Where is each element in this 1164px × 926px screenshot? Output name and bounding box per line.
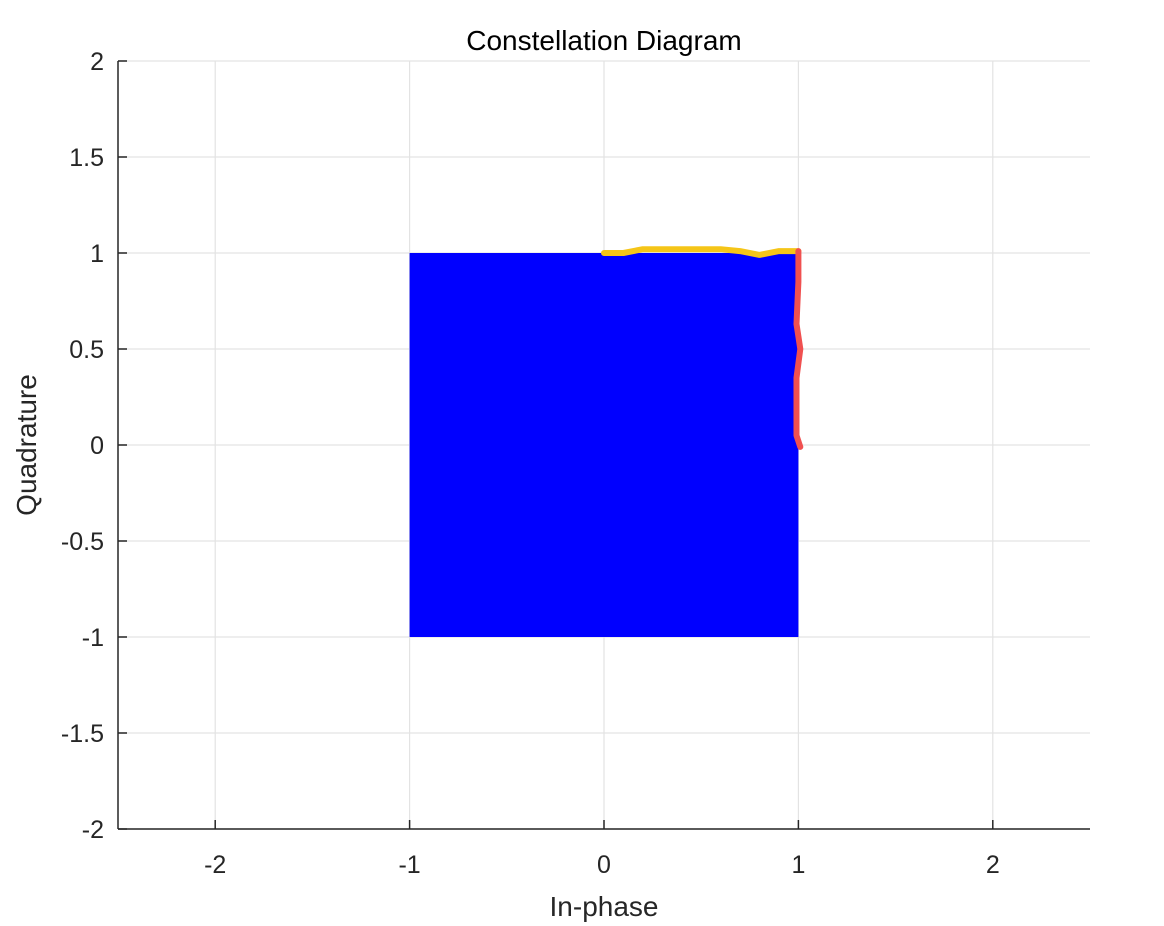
y-tick-label: 1.5 xyxy=(69,144,104,172)
y-tick-label: 0 xyxy=(90,432,104,460)
y-tick-label: 1 xyxy=(90,240,104,268)
chart-title: Constellation Diagram xyxy=(466,25,741,56)
x-tick-label: 1 xyxy=(791,851,805,879)
y-tick-label: -2 xyxy=(82,816,104,844)
x-tick-label: -1 xyxy=(398,851,420,879)
plot-area xyxy=(409,246,804,637)
x-tick-label: 2 xyxy=(986,851,1000,879)
y-axis-label: Quadrature xyxy=(11,374,42,516)
y-tick-label: 2 xyxy=(90,48,104,76)
axes xyxy=(117,60,1090,830)
tick-labels: -2 -1 0 1 2 2 1.5 1 0.5 0 -0.5 -1 -1.5 -2 xyxy=(61,48,1000,879)
highlight-stroke-2 xyxy=(793,248,804,450)
highlight-stroke-1 xyxy=(601,246,802,258)
y-tick-label: -1 xyxy=(82,624,104,652)
y-tick-label: -0.5 xyxy=(61,528,104,556)
x-tick-label: -2 xyxy=(204,851,226,879)
y-tick-label: 0.5 xyxy=(69,336,104,364)
y-tick-label: -1.5 xyxy=(61,720,104,748)
x-tick-label: 0 xyxy=(597,851,611,879)
constellation-points-region xyxy=(409,253,799,637)
x-axis-label: In-phase xyxy=(550,891,659,922)
